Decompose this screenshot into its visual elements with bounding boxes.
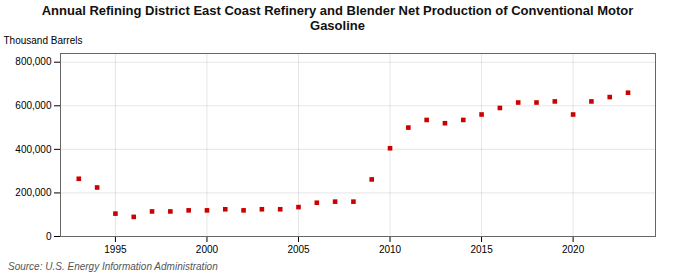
svg-text:0: 0 <box>46 231 52 242</box>
svg-text:1995: 1995 <box>104 244 127 255</box>
svg-text:600,000: 600,000 <box>15 100 52 111</box>
html-text:Annual Refining District East: Annual Refining District East Coast Refi… <box>41 3 634 33</box>
svg-text:Thousand Barrels: Thousand Barrels <box>4 35 83 46</box>
svg-text:2015: 2015 <box>470 244 493 255</box>
svg-text:800,000: 800,000 <box>15 56 52 67</box>
html-text:Source: U.S. Energy Informatio: Source: U.S. Energy Information Administ… <box>8 261 218 272</box>
svg-text:2010: 2010 <box>379 244 402 255</box>
svg-text:2020: 2020 <box>562 244 585 255</box>
svg-text:2005: 2005 <box>287 244 310 255</box>
svg-text:200,000: 200,000 <box>15 187 52 198</box>
svg-text:400,000: 400,000 <box>15 144 52 155</box>
svg-text:2000: 2000 <box>196 244 219 255</box>
